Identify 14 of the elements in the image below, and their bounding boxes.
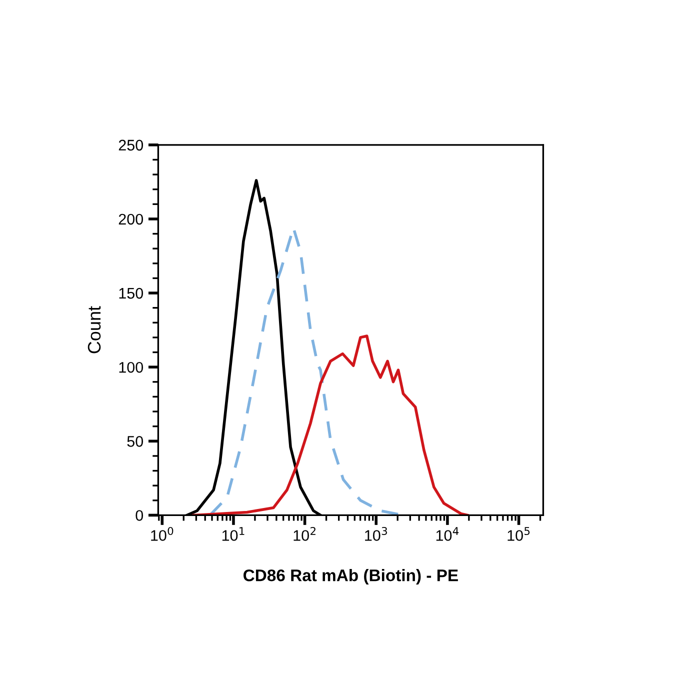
y-tick-label: 0	[136, 510, 144, 521]
x-axis-title: CD86 Rat mAb (Biotin) - PE	[244, 569, 458, 585]
x-tick-label: 10$^{3}$	[365, 526, 387, 541]
y-tick-label: 100	[119, 362, 144, 373]
x-tick-label: 10$^{2}$	[294, 526, 316, 541]
y-tick-label: 200	[118, 214, 144, 225]
x-tick-label: 10$^{4}$	[436, 527, 459, 541]
x-tick-label: 10$^{5}$	[508, 527, 530, 541]
y-tick-label: 250	[118, 140, 144, 151]
x-tick-label: 10$^{0}$	[151, 526, 174, 541]
x-tick-label: 10$^{1}$	[222, 527, 244, 541]
y-axis-title: Count	[88, 306, 101, 354]
y-tick-label: 150	[119, 288, 144, 299]
y-tick-label: 50	[127, 436, 144, 447]
